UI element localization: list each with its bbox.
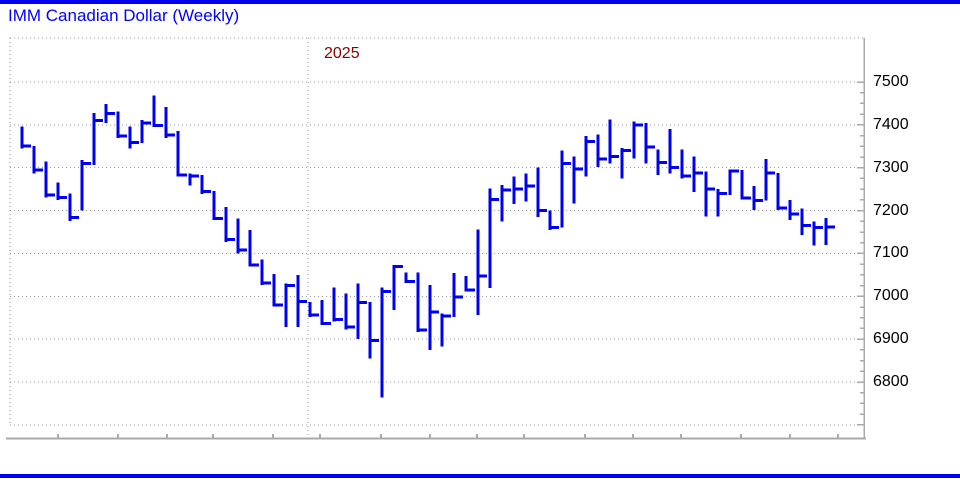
price-bar (620, 148, 631, 179)
y-axis-label: 7200 (873, 201, 909, 219)
price-bar (368, 301, 379, 359)
price-bar (512, 176, 523, 205)
price-bar (200, 175, 211, 194)
price-bar (560, 150, 571, 228)
price-bar (320, 300, 331, 325)
price-bar (584, 136, 595, 177)
top-border-line (0, 0, 960, 4)
price-bar (488, 188, 499, 289)
price-bar (344, 293, 355, 330)
price-bar (404, 272, 415, 283)
price-bar (140, 120, 151, 143)
price-bar (704, 171, 715, 217)
price-bar (764, 159, 775, 201)
price-bar (728, 169, 739, 196)
y-axis-label: 7400 (873, 115, 909, 133)
price-bar (392, 265, 403, 310)
y-axis-label: 7000 (873, 287, 909, 305)
price-bar (212, 190, 223, 220)
price-bar (260, 259, 271, 286)
price-bar (476, 229, 487, 316)
price-bar (188, 173, 199, 186)
chart-title: IMM Canadian Dollar (Weekly) (8, 6, 240, 25)
y-axis-label: 7300 (873, 158, 909, 176)
y-axis-label: 6800 (873, 372, 909, 390)
price-bar (284, 283, 295, 328)
price-bar (608, 119, 619, 164)
price-bar (572, 156, 583, 204)
price-bar (92, 112, 103, 166)
price-bar (788, 199, 799, 220)
price-bar (524, 173, 535, 202)
price-bar (296, 274, 307, 328)
price-bar (356, 283, 367, 340)
price-bar (380, 287, 391, 398)
price-bar (56, 182, 67, 200)
price-bar (332, 287, 343, 322)
price-bar (44, 161, 55, 198)
y-axis-label: 6900 (873, 330, 909, 348)
price-bar (800, 208, 811, 235)
y-axis-label: 7100 (873, 244, 909, 262)
price-bar (644, 123, 655, 164)
price-bar (632, 121, 643, 159)
price-bar (428, 285, 439, 350)
price-bar (824, 217, 835, 245)
price-bar (680, 149, 691, 179)
price-bar (116, 111, 127, 139)
price-bar (812, 221, 823, 246)
price-bar (20, 126, 31, 149)
price-bar (776, 172, 787, 211)
price-bar (152, 95, 163, 127)
price-bar (716, 189, 727, 217)
price-bar (440, 313, 451, 347)
price-bar (32, 145, 43, 174)
price-bar (548, 210, 559, 230)
price-bar (668, 129, 679, 174)
price-bar (740, 169, 751, 200)
price-bar (272, 274, 283, 307)
price-bar (416, 272, 427, 332)
price-bar (536, 167, 547, 217)
price-bar (128, 126, 139, 149)
price-bar (80, 160, 91, 211)
price-bar (752, 186, 763, 211)
price-bar (656, 149, 667, 175)
price-bar (224, 207, 235, 242)
price-bar (596, 134, 607, 167)
price-bar (248, 229, 259, 267)
price-bar (500, 184, 511, 222)
price-bar (464, 276, 475, 292)
price-bar (104, 103, 115, 124)
year-divider-label: 2025 (324, 45, 360, 62)
price-bar (236, 218, 247, 254)
price-bar (164, 106, 175, 139)
price-bar (176, 130, 187, 177)
price-bar (308, 301, 319, 317)
y-axis-label: 7500 (873, 73, 909, 90)
price-bar (452, 273, 463, 317)
price-bar (692, 156, 703, 193)
bottom-border-line (0, 474, 960, 478)
price-bar (68, 193, 79, 221)
